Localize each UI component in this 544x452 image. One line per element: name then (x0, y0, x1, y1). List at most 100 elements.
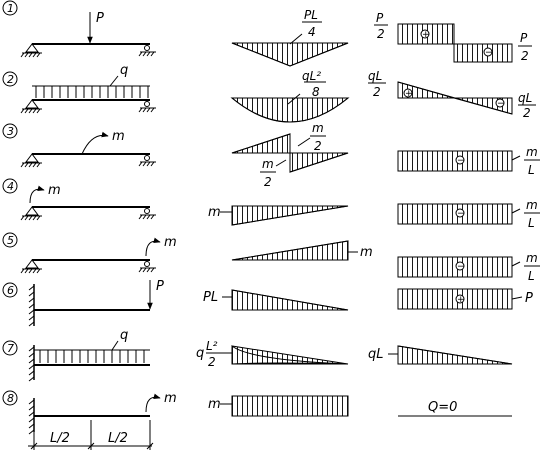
case-number-circle (2, 340, 18, 356)
moment-denominator: 4 (308, 25, 316, 39)
shear-sign-right: − (485, 48, 493, 58)
moment-label: PL (203, 290, 218, 305)
moment-prefix: q (196, 346, 204, 361)
shear-diagram: qL (368, 345, 513, 365)
roller-support (138, 101, 156, 113)
case-number: 6 (7, 284, 14, 297)
shear-denominator: L (528, 269, 535, 283)
shear-bottom-numerator: qL (518, 91, 532, 105)
load-label: q (120, 328, 128, 343)
shear-diagram: + − P 2 P 2 (374, 11, 532, 63)
shear-top-denominator: 2 (377, 27, 385, 41)
case-number: 5 (7, 234, 14, 247)
moment-diagram: q L² 2 (196, 339, 349, 369)
load-label: P (156, 279, 164, 294)
dimension-line: L/2 L/2 (28, 420, 154, 450)
shear-sign: − (457, 209, 465, 219)
load-label: q (120, 63, 128, 78)
roller-support (138, 261, 156, 273)
moment-diagram: m (208, 395, 349, 417)
shear-denominator: L (528, 216, 535, 230)
shear-diagram: − m L (397, 251, 540, 283)
case-number: 8 (7, 392, 14, 405)
shear-label: Q=0 (428, 400, 457, 415)
load-label: P (96, 11, 104, 26)
shear-denominator: L (528, 163, 535, 177)
shear-bottom-denominator: 2 (521, 49, 529, 63)
shear-sign-left: + (422, 30, 430, 40)
shear-bottom-denominator: 2 (523, 106, 531, 120)
moment-bottom-numerator: m (262, 157, 274, 171)
case-number: 7 (7, 342, 14, 355)
moment-arrow (29, 185, 45, 204)
shear-top-numerator: P (376, 11, 384, 25)
moment-arrow (81, 131, 109, 155)
case-number-circle (2, 0, 18, 16)
case-number: 3 (7, 125, 14, 138)
shear-sign-right: − (497, 99, 505, 109)
shear-numerator: m (526, 251, 538, 265)
shear-sign: + (457, 295, 465, 305)
case-3: 3 m m 2 m (2, 121, 540, 189)
case-4: 4 m m − (2, 178, 540, 230)
shear-top-denominator: 2 (373, 85, 381, 99)
case-7: 7 q q L² 2 (2, 328, 513, 382)
shear-diagram: + P (397, 288, 533, 310)
case-1: 1 P PL 4 (2, 0, 532, 67)
distributed-load (34, 349, 150, 363)
distributed-load (32, 85, 150, 98)
case-number-circle (2, 282, 18, 298)
moment-denominator: 8 (312, 85, 320, 99)
shear-numerator: m (526, 145, 538, 159)
moment-top-denominator: 2 (314, 139, 322, 153)
pin-support (20, 99, 42, 114)
moment-label: m (360, 245, 373, 260)
dimension-label-right: L/2 (108, 431, 128, 446)
moment-top-numerator: m (312, 121, 324, 135)
load-label: m (164, 391, 177, 406)
shear-diagram: + − qL 2 qL 2 (368, 69, 536, 120)
load-label: m (112, 129, 125, 144)
moment-diagram: m (231, 240, 373, 261)
roller-support (138, 155, 156, 167)
moment-diagram: PL 4 (231, 8, 349, 67)
case-number-circle (2, 123, 18, 139)
shear-label: qL (368, 347, 384, 362)
shear-label: P (525, 291, 533, 306)
shear-sign-left: + (405, 89, 413, 99)
moment-arrow (145, 237, 161, 257)
moment-denominator: 2 (208, 355, 216, 369)
pin-support (20, 153, 42, 168)
shear-sign: − (457, 262, 465, 272)
shear-sign: − (457, 156, 465, 166)
case-number: 1 (7, 2, 14, 15)
moment-diagram: PL (203, 289, 349, 311)
fixed-support (28, 345, 35, 382)
case-number-circle (2, 232, 18, 248)
shear-top-numerator: qL (368, 69, 382, 83)
moment-label: m (208, 397, 221, 412)
case-number: 4 (7, 180, 14, 193)
moment-diagram: m 2 m 2 (231, 121, 349, 189)
shear-bottom-numerator: P (520, 31, 528, 45)
case-2: 2 q qL² (2, 63, 536, 123)
case-number-circle (2, 390, 18, 406)
case-5: 5 m m − (2, 232, 540, 283)
case-number-circle (2, 178, 18, 194)
shear-numerator: m (526, 198, 538, 212)
pin-support (20, 43, 42, 58)
pin-support (20, 206, 42, 221)
shear-diagram: Q=0 (398, 400, 512, 417)
shear-diagram: − m L (397, 145, 540, 177)
fixed-support (28, 284, 35, 327)
load-label: m (164, 235, 177, 250)
moment-numerator: qL² (302, 69, 321, 83)
case-8: 8 m m Q=0 (2, 390, 512, 450)
dimension-label-left: L/2 (50, 431, 70, 446)
load-label: m (48, 183, 61, 198)
moment-label: m (208, 205, 221, 220)
roller-support (138, 45, 156, 57)
moment-diagram: qL² 8 (230, 69, 350, 123)
case-number-circle (2, 71, 18, 87)
